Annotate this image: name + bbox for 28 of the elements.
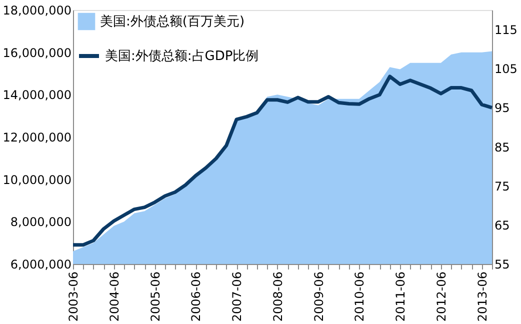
y2-tick-label: 105	[494, 62, 518, 76]
y-tick-label: 12,000,000	[2, 130, 72, 144]
y2-tick-label: 115	[494, 23, 518, 38]
y-tick-label: 8,000,000	[10, 215, 72, 230]
x-tick-label: 2011-06	[394, 272, 408, 322]
legend-label: 美国:外债总额:占GDP比例	[105, 48, 259, 64]
x-tick-label: 2003-06	[66, 272, 80, 322]
y-tick-label: 14,000,000	[2, 88, 72, 102]
y-tick-label: 10,000,000	[2, 172, 72, 187]
legend-label: 美国:外债总额(百万美元)	[100, 14, 245, 30]
y2-tick-label: 75	[494, 179, 510, 194]
y2-tick-label: 95	[494, 101, 510, 116]
x-tick-label: 2008-06	[270, 272, 285, 322]
x-tick-label: 2009-06	[312, 272, 326, 322]
y2-tick-label: 65	[494, 218, 510, 232]
y-tick-label: 16,000,000	[2, 46, 72, 60]
y-tick-label: 18,000,000	[2, 4, 72, 18]
x-tick-label: 2004-06	[107, 272, 122, 322]
y2-tick-label: 55	[494, 258, 510, 272]
x-tick-label: 2005-06	[148, 272, 162, 322]
x-tick-label: 2006-06	[189, 272, 204, 322]
line-series	[71, 74, 494, 247]
y-tick-label: 6,000,000	[10, 258, 72, 272]
x-tick-label: 2010-06	[352, 272, 367, 322]
x-tick-label: 2012-06	[434, 272, 448, 322]
x-tick-label: 2013-06	[475, 272, 490, 322]
x-tick-label: 2007-06	[230, 272, 244, 322]
y2-tick-label: 85	[494, 140, 510, 154]
